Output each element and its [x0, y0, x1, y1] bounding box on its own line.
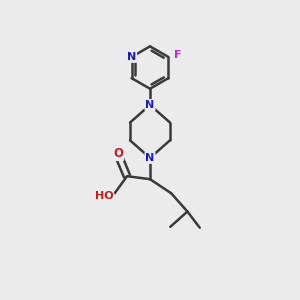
Text: N: N: [146, 153, 154, 163]
Text: O: O: [113, 147, 123, 160]
Text: N: N: [127, 52, 136, 62]
Text: F: F: [174, 50, 182, 60]
Text: N: N: [146, 100, 154, 110]
Text: HO: HO: [94, 190, 113, 201]
